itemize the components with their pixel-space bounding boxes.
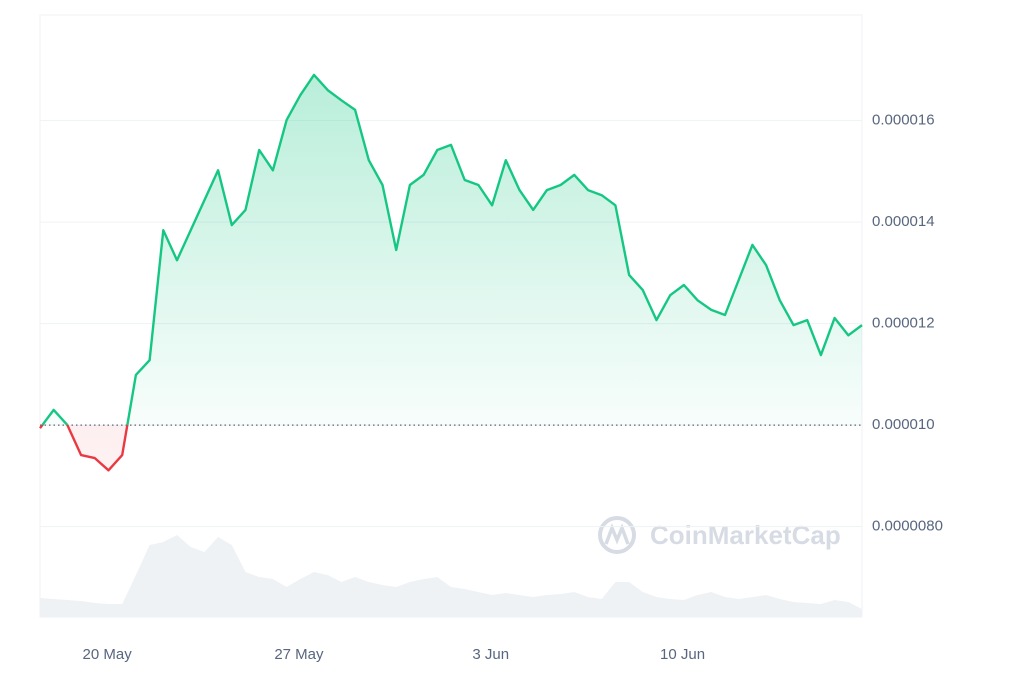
x-tick-label: 10 Jun: [660, 646, 705, 663]
y-tick-label: 0.000012: [872, 315, 935, 332]
y-tick-label: 0.000016: [872, 112, 935, 129]
x-tick-label: 27 May: [274, 646, 324, 663]
watermark-logo: [604, 523, 630, 545]
y-tick-label: 0.000010: [872, 416, 935, 433]
watermark-text: CoinMarketCap: [650, 520, 841, 550]
price-area: [40, 74, 862, 471]
x-tick-label: 20 May: [83, 646, 133, 663]
y-tick-label: 0.000014: [872, 213, 935, 230]
watermark-logo: [598, 516, 636, 554]
x-tick-label: 3 Jun: [472, 646, 509, 663]
price-line: [39, 73, 863, 472]
volume-area: [40, 535, 862, 617]
y-tick-label: 0.0000080: [872, 518, 943, 535]
watermark: CoinMarketCap: [598, 516, 841, 554]
